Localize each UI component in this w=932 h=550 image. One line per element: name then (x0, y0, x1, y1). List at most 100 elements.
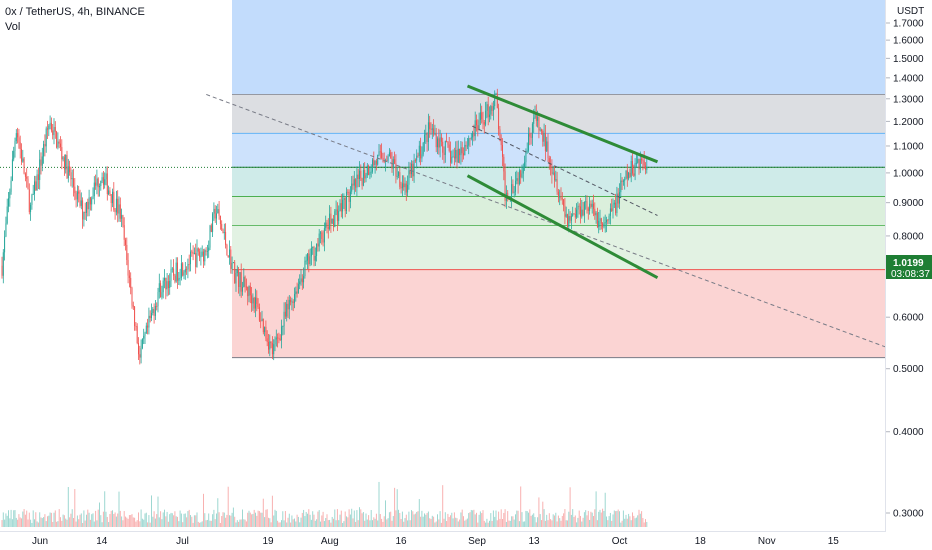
candle-body (190, 251, 191, 265)
candle-body (547, 141, 549, 159)
candle-body (195, 252, 197, 268)
volume-bar (132, 517, 134, 527)
volume-bar (217, 498, 219, 527)
volume-bar (556, 521, 558, 527)
candle-body (470, 137, 472, 139)
candle-body (465, 144, 467, 147)
candle-body (258, 307, 260, 321)
volume-bar (190, 515, 191, 527)
candle-body (114, 209, 116, 213)
volume-bar (218, 512, 220, 527)
volume-bar (173, 515, 175, 527)
candle-body (626, 170, 628, 179)
volume-bar (231, 512, 233, 527)
candle-body (196, 248, 198, 268)
candle-body (281, 326, 282, 341)
candle-body (291, 301, 293, 303)
candle-body (307, 253, 308, 261)
volume-bar (409, 520, 411, 527)
candle-body (568, 216, 570, 227)
volume-bar (151, 495, 152, 527)
volume-bar (112, 510, 113, 527)
volume-bar (44, 514, 46, 527)
candle-body (485, 110, 487, 125)
volume-bar (344, 511, 346, 527)
volume-bar (187, 511, 189, 527)
candle-body (609, 208, 611, 216)
volume-bar (359, 507, 360, 527)
volume-bar (221, 516, 223, 527)
candle-body (193, 252, 195, 255)
candle-body (544, 133, 546, 152)
time-axis[interactable]: Jun 14 Jul 19 Aug 16 Sep 13 Oct 18 Nov 15 (0, 531, 886, 548)
volume-bar (464, 520, 466, 527)
candle-body (440, 137, 442, 142)
volume-bar (80, 513, 82, 527)
volume-bar (620, 522, 622, 527)
volume-bar (461, 509, 463, 527)
candle-body (574, 213, 576, 218)
volume-bar (304, 516, 306, 527)
volume-bar (314, 520, 316, 527)
symbol-title[interactable]: 0x / TetherUS, 4h, BINANCE (5, 6, 145, 18)
y-tick-label: 0.4000 (893, 427, 924, 438)
volume-bar (171, 513, 173, 527)
volume-bar (58, 509, 60, 527)
volume-bar (446, 521, 448, 527)
candle-body (349, 191, 351, 202)
candle-body (355, 179, 357, 188)
volume-bar (347, 517, 349, 527)
candle-body (351, 183, 353, 192)
candle-body (305, 260, 307, 262)
volume-bar (147, 522, 149, 527)
y-tick-label: 1.6000 (893, 36, 924, 47)
candle-body (590, 203, 592, 207)
volume-bar (265, 509, 267, 527)
volume-bar (291, 515, 293, 527)
volume-bar (557, 515, 559, 527)
volume-bar (49, 512, 51, 527)
volume-bar (287, 517, 289, 527)
volume-bar (106, 516, 108, 527)
volume-bar (590, 511, 592, 527)
candle-body (641, 158, 643, 161)
volume-bar (604, 492, 606, 527)
volume-bar (282, 511, 284, 527)
candle-body (412, 163, 414, 177)
candle-body (630, 161, 632, 177)
volume-bar (308, 509, 310, 527)
volume-bar (31, 522, 33, 527)
volume-bar (569, 487, 571, 527)
volume-bar (351, 508, 353, 527)
y-tick-label: 0.8000 (893, 231, 924, 242)
candle-body (242, 286, 243, 292)
volume-bar (483, 520, 485, 527)
candle-body (379, 151, 381, 153)
candle-body (216, 213, 217, 219)
candle-body (45, 128, 47, 147)
volume-bar (560, 520, 562, 527)
candle-body (115, 198, 117, 213)
candle-body (248, 286, 250, 297)
candle-body (369, 172, 371, 175)
candle-body (2, 252, 4, 276)
candle-body (608, 215, 610, 221)
candle-body (633, 173, 635, 176)
price-axis[interactable]: USDT 0.30000.40000.50000.60000.70000.800… (885, 0, 932, 532)
candle-body (143, 335, 145, 339)
x-tick-label: Aug (321, 536, 339, 547)
candle-body (308, 253, 310, 265)
volume-bar (554, 515, 555, 527)
currency-label: USDT (897, 6, 924, 17)
volume-bar (158, 517, 160, 527)
zone-top (232, 0, 886, 95)
volume-bar (338, 520, 340, 527)
candle-body (596, 212, 598, 227)
volume-bar (225, 517, 227, 527)
candle-body (67, 166, 69, 179)
volume-bar (253, 509, 255, 527)
candle-body (218, 209, 220, 216)
candle-body (31, 194, 33, 205)
volume-bar (394, 487, 396, 527)
